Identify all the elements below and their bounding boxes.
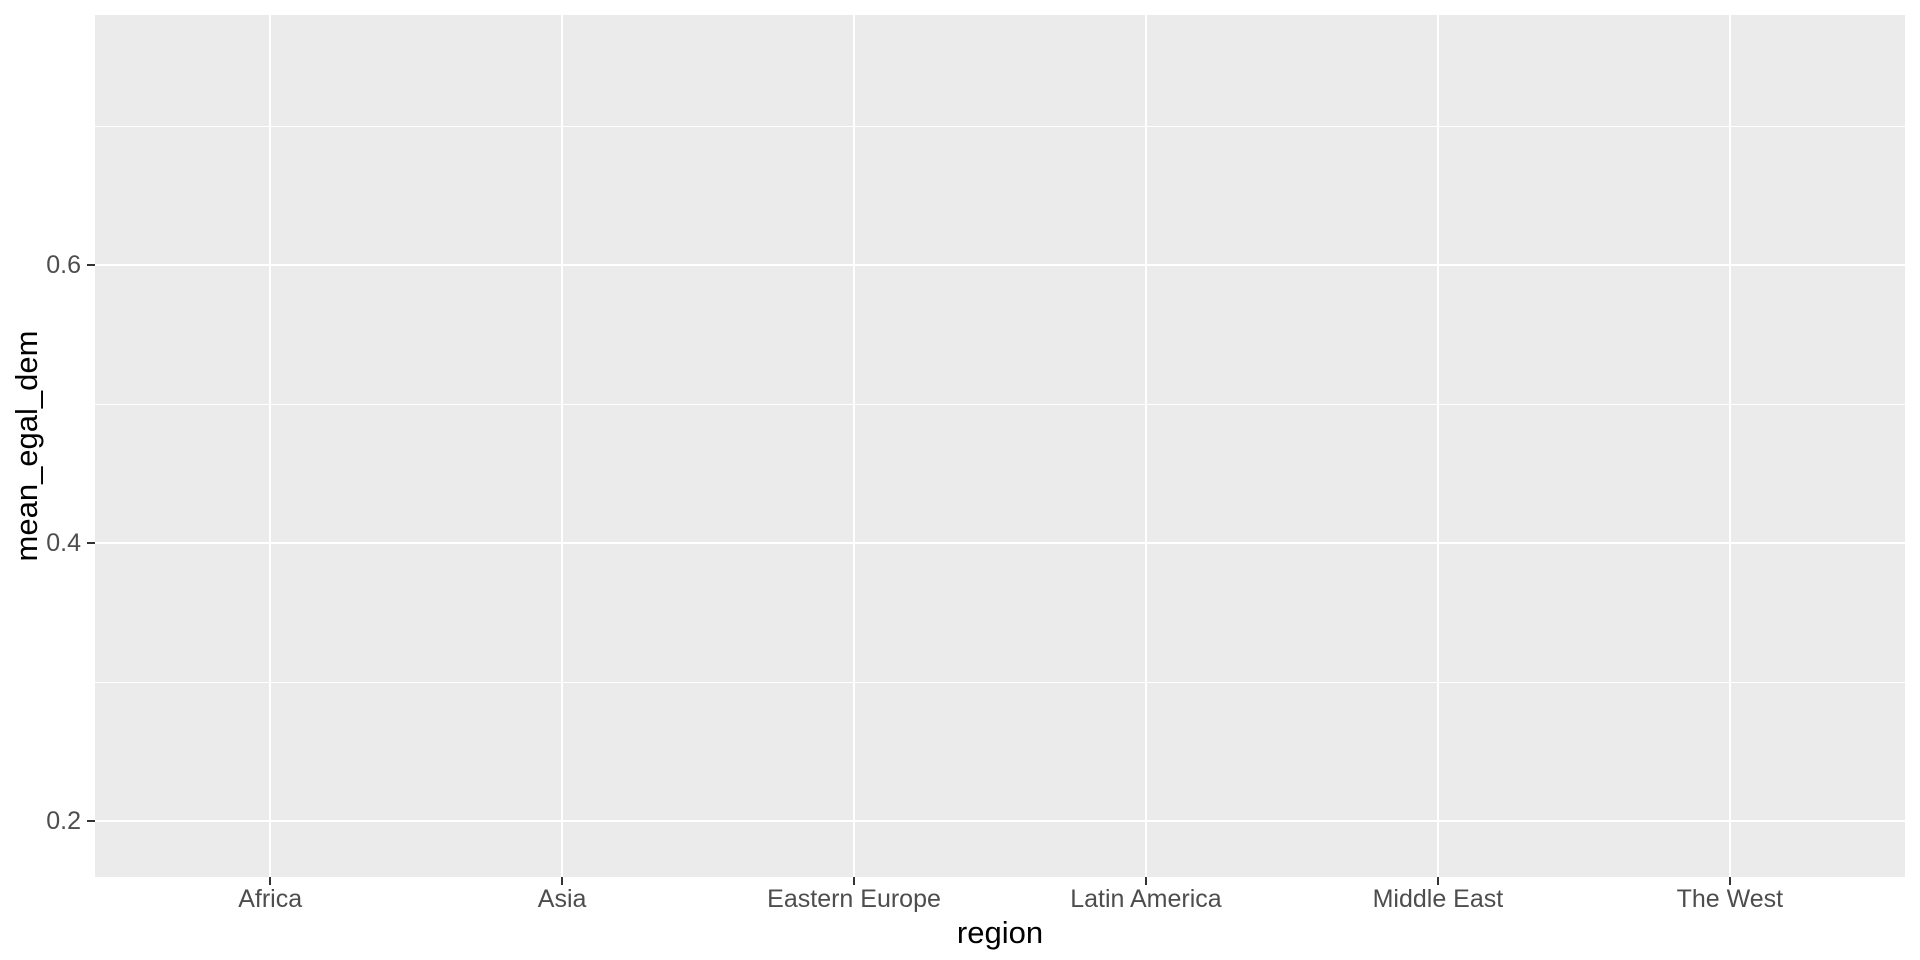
y-axis-tick-mark xyxy=(87,542,95,545)
plot-panel xyxy=(95,15,1905,877)
y-tick-label: 0.4 xyxy=(46,529,81,558)
x-tick-label: Asia xyxy=(537,885,587,913)
x-tick-label: Middle East xyxy=(1372,885,1504,913)
x-major-gridline xyxy=(1436,15,1439,877)
x-major-gridline xyxy=(853,15,856,877)
y-minor-gridline xyxy=(95,403,1905,405)
x-axis-tick-mark xyxy=(1436,877,1439,885)
x-major-gridline xyxy=(561,15,564,877)
x-major-gridline xyxy=(269,15,272,877)
x-axis-tick-mark xyxy=(561,877,564,885)
x-tick-label: The West xyxy=(1676,885,1784,913)
x-tick-label: Eastern Europe xyxy=(767,885,941,913)
y-axis-tick-mark xyxy=(87,820,95,823)
y-axis-tick-mark xyxy=(87,264,95,267)
x-major-gridline xyxy=(1144,15,1147,877)
y-major-gridline xyxy=(95,264,1905,267)
y-tick-label: 0.6 xyxy=(46,251,81,280)
x-axis-tick-mark xyxy=(269,877,272,885)
y-axis-title: mean_egal_dem xyxy=(9,330,44,562)
x-tick-label: Latin America xyxy=(1070,885,1222,913)
y-major-gridline xyxy=(95,542,1905,545)
x-major-gridline xyxy=(1728,15,1731,877)
x-tick-label: Africa xyxy=(238,885,303,913)
y-minor-gridline xyxy=(95,681,1905,683)
y-minor-gridline xyxy=(95,125,1905,127)
y-major-gridline xyxy=(95,820,1905,823)
x-axis-tick-mark xyxy=(853,877,856,885)
x-axis-tick-mark xyxy=(1728,877,1731,885)
x-axis-title: region xyxy=(956,915,1044,950)
x-axis-tick-mark xyxy=(1144,877,1147,885)
y-tick-label: 0.2 xyxy=(46,807,81,836)
